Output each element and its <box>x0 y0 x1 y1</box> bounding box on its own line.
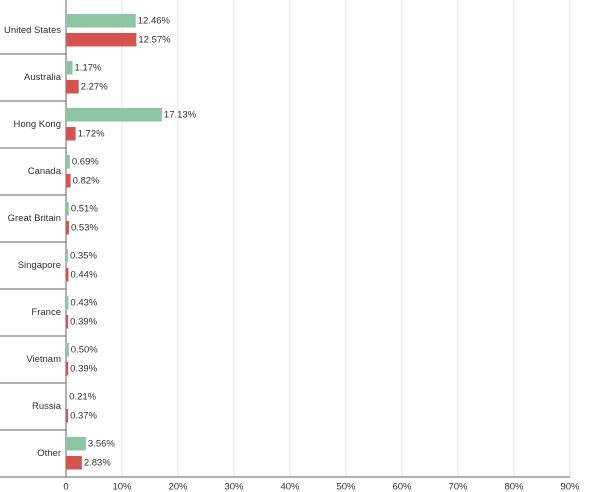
bar <box>66 437 86 451</box>
x-tick-label: 80% <box>504 482 524 492</box>
bar <box>66 127 76 141</box>
data-label: 3.56% <box>88 438 115 449</box>
y-tick-label: Singapore <box>18 260 61 271</box>
data-label: 0.44% <box>70 269 97 280</box>
x-tick-label: 50% <box>336 482 356 492</box>
data-label: 1.17% <box>75 62 102 73</box>
data-label: 0.39% <box>70 363 97 374</box>
bar <box>66 221 69 235</box>
data-label: 2.83% <box>84 457 111 468</box>
bar <box>66 409 69 423</box>
bar <box>66 249 68 263</box>
x-tick-label: 20% <box>168 482 188 492</box>
bar <box>66 33 137 47</box>
x-tick-label: 40% <box>280 482 300 492</box>
y-tick-label: Other <box>37 448 61 459</box>
x-tick-label: 60% <box>392 482 412 492</box>
data-label: 0.51% <box>71 203 98 214</box>
bar <box>66 390 68 404</box>
bar <box>66 315 69 329</box>
y-tick-label: Australia <box>24 72 62 83</box>
y-tick-label: France <box>31 307 61 318</box>
bar <box>66 80 79 94</box>
data-label: 12.57% <box>138 34 171 45</box>
data-label: 0.82% <box>73 175 100 186</box>
bar <box>66 362 69 376</box>
data-label: 0.53% <box>71 222 98 233</box>
bar <box>66 343 69 357</box>
data-label: 12.46% <box>138 15 171 26</box>
data-label: 0.69% <box>72 156 99 167</box>
x-tick-label: 0 <box>63 482 68 492</box>
bar <box>66 108 162 122</box>
x-tick-label: 10% <box>112 482 132 492</box>
x-tick-label: 90% <box>560 482 580 492</box>
data-label: 0.39% <box>70 316 97 327</box>
y-tick-label: Vietnam <box>26 354 61 365</box>
bar <box>66 61 73 75</box>
x-tick-label: 30% <box>224 482 244 492</box>
data-label: 0.37% <box>70 410 97 421</box>
y-tick-label: Canada <box>28 166 62 177</box>
bar <box>66 456 82 470</box>
data-label: 0.21% <box>69 391 96 402</box>
bar <box>66 174 71 188</box>
data-label: 0.43% <box>70 297 97 308</box>
data-label: 17.13% <box>164 109 197 120</box>
x-tick-label: 70% <box>448 482 468 492</box>
bar <box>66 296 69 310</box>
y-tick-label: Great Britain <box>8 213 61 224</box>
data-label: 1.72% <box>78 128 105 139</box>
bar <box>66 268 69 282</box>
y-tick-label: United States <box>4 25 61 36</box>
bar <box>66 14 136 28</box>
y-tick-label: Hong Kong <box>13 119 61 130</box>
bar <box>66 202 69 216</box>
data-label: 2.27% <box>81 81 108 92</box>
bar <box>66 155 70 169</box>
data-label: 0.35% <box>70 250 97 261</box>
data-label: 0.50% <box>71 344 98 355</box>
y-tick-label: Russia <box>32 401 62 412</box>
